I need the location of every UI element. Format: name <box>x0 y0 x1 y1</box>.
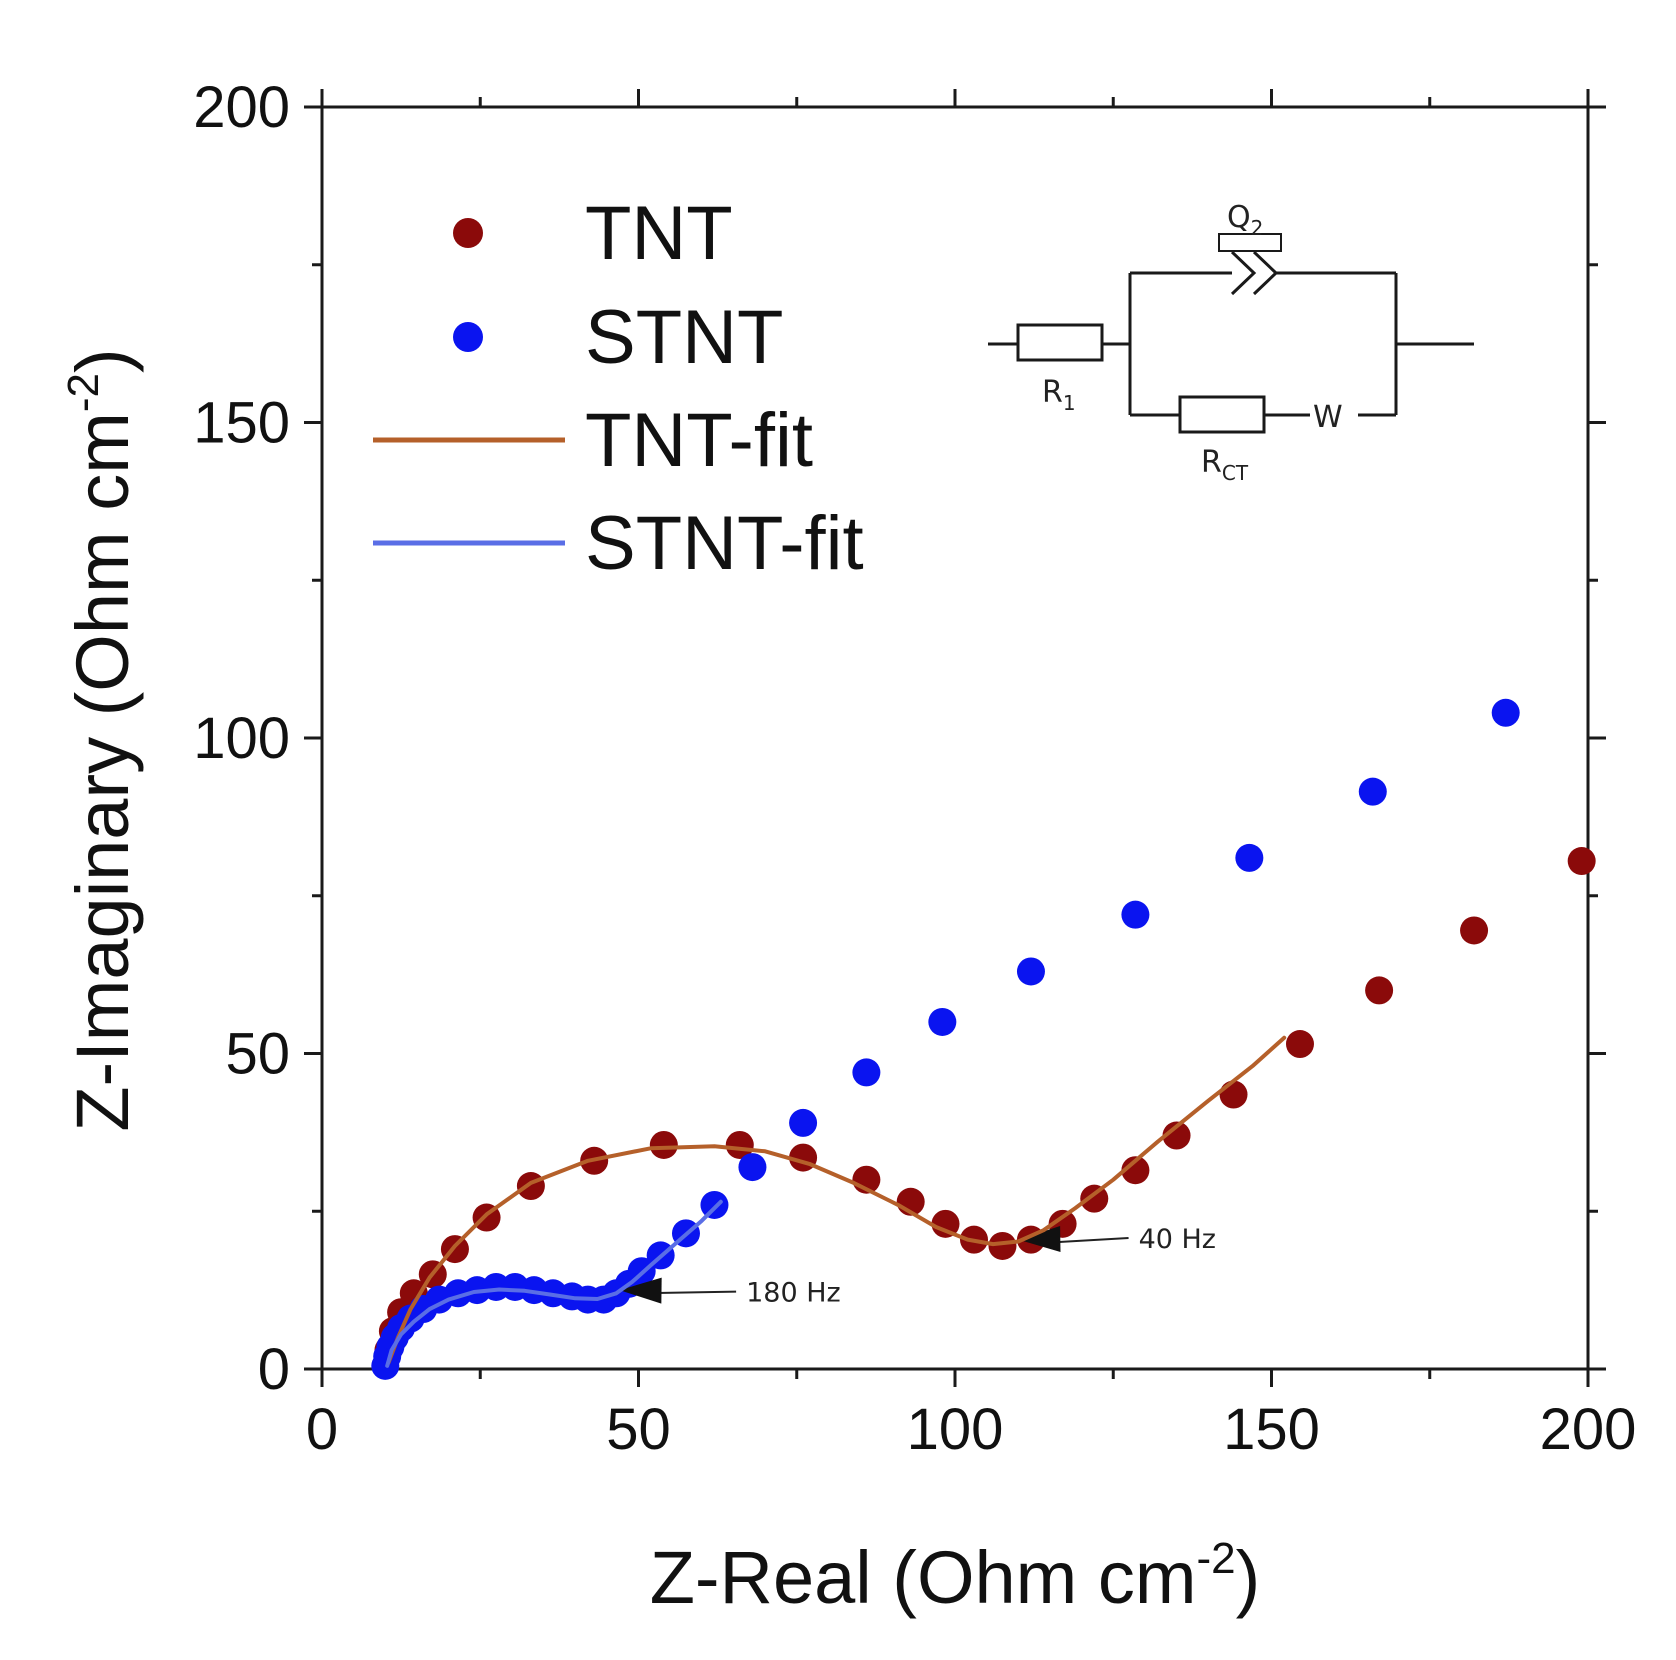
data-point-stnt <box>1121 900 1150 929</box>
data-point-stnt <box>928 1007 957 1036</box>
x-tick-label: 100 <box>907 1397 1004 1462</box>
fit-lines <box>385 1035 1287 1368</box>
data-point-tnt <box>649 1130 678 1159</box>
plot-frame <box>320 105 1590 1371</box>
data-point-stnt <box>789 1108 818 1137</box>
data-point-stnt <box>1491 698 1520 727</box>
data-markers <box>371 698 1596 1380</box>
circuit-q2-label-box <box>1218 233 1282 252</box>
data-point-tnt <box>1121 1156 1150 1185</box>
x-tick-label: 200 <box>1540 1397 1637 1462</box>
circuit-resistor-r1 <box>1016 323 1104 362</box>
data-point-stnt <box>738 1153 767 1182</box>
data-point-tnt <box>988 1231 1017 1260</box>
data-point-stnt <box>1235 843 1264 872</box>
legend-tnt-label: TNT <box>585 191 733 276</box>
legend-stnt-marker <box>453 322 483 352</box>
circuit-label-q2: Q2 <box>1227 200 1263 240</box>
data-point-tnt <box>1080 1184 1109 1213</box>
x-tick-label: 0 <box>306 1397 338 1462</box>
data-point-tnt <box>1365 976 1394 1005</box>
y-tick-label: 0 <box>258 1337 290 1402</box>
circuit-label-r1: R1 <box>1042 375 1076 415</box>
data-point-tnt <box>725 1130 754 1159</box>
annotation-40hz-label: 40 Hz <box>1139 1224 1216 1255</box>
y-tick-label: 200 <box>193 75 290 140</box>
data-point-tnt <box>516 1172 545 1201</box>
data-point-tnt <box>1567 847 1596 876</box>
data-point-stnt <box>1016 957 1045 986</box>
series-line-stnt-fit <box>385 1199 723 1368</box>
annotation-arrow-180hz-line <box>649 1290 737 1295</box>
data-point-tnt <box>1460 916 1489 945</box>
circuit-resistor-rct <box>1178 395 1266 434</box>
axis-tick-labels: 0 50 100 150 200 0 50 100 150 200 <box>193 75 1636 1462</box>
circuit-label-w: W <box>1313 400 1343 435</box>
axis-ticks <box>304 89 1606 1387</box>
legend: TNT STNT TNT-fit STNT-fit <box>373 191 864 586</box>
circuit-cpe-q2-right-plate <box>1252 250 1279 296</box>
data-point-tnt <box>1219 1080 1248 1109</box>
x-tick-label: 150 <box>1223 1397 1320 1462</box>
legend-tnt-fit-label: TNT-fit <box>585 398 813 483</box>
y-tick-label: 100 <box>193 706 290 771</box>
data-point-tnt <box>1162 1121 1191 1150</box>
data-point-tnt <box>1285 1030 1314 1059</box>
circuit-cpe-q2-left-plate <box>1230 250 1257 296</box>
x-tick-label: 50 <box>606 1397 671 1462</box>
annotation-arrow-40hz-line <box>1048 1236 1129 1244</box>
y-tick-label: 50 <box>225 1022 290 1087</box>
equivalent-circuit-diagram <box>988 233 1474 434</box>
x-axis-title: Z-Real (Ohm cm-2) <box>650 1534 1261 1619</box>
legend-stnt-fit-label: STNT-fit <box>585 501 864 586</box>
data-point-tnt <box>931 1209 960 1238</box>
legend-stnt-label: STNT <box>585 295 783 380</box>
circuit-label-rct: RCT <box>1201 445 1249 485</box>
data-point-stnt <box>852 1058 881 1087</box>
frequency-annotations: 180 Hz 40 Hz <box>619 1224 1216 1309</box>
legend-tnt-marker <box>453 218 483 248</box>
series-line-tnt-fit <box>386 1035 1287 1365</box>
annotation-arrow-180hz-head <box>619 1277 662 1304</box>
y-tick-label: 150 <box>193 391 290 456</box>
data-point-stnt <box>700 1190 729 1219</box>
y-axis-title: Z-Imaginary (Ohm cm-2) <box>59 348 144 1131</box>
annotation-180hz-label: 180 Hz <box>746 1278 841 1309</box>
annotation-arrow-40hz-head <box>1018 1226 1061 1252</box>
data-point-stnt <box>1358 777 1387 806</box>
